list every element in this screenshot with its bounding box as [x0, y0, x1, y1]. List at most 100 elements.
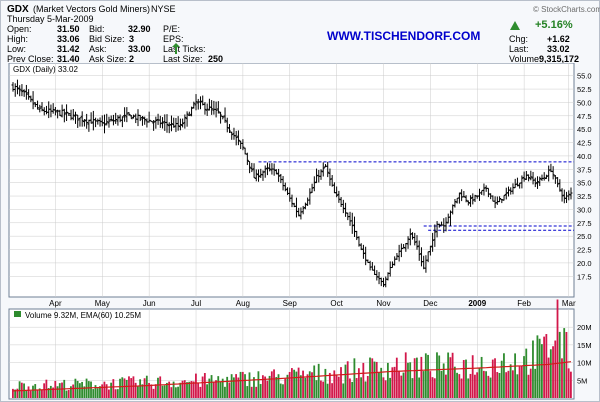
volume-bar — [389, 377, 392, 398]
volume-bar — [78, 383, 81, 398]
volume-bar — [27, 386, 30, 398]
volume-bar — [32, 385, 34, 398]
volume-bar — [125, 379, 128, 398]
volume-bar — [288, 371, 291, 398]
price-tick-label: 35.0 — [577, 179, 592, 188]
volume-bar — [163, 385, 166, 398]
volume-bar — [130, 378, 133, 398]
volume-bar — [217, 376, 220, 398]
prev-close-label: Prev Close: — [7, 54, 54, 64]
volume-bar — [467, 378, 470, 398]
volume-bar — [335, 374, 338, 398]
volume-bar — [14, 389, 17, 398]
volume-bar — [420, 356, 423, 398]
volume-bar — [49, 385, 52, 398]
volume-bar — [275, 377, 278, 398]
price-tick-label: 55.0 — [577, 72, 592, 81]
volume-bar — [384, 380, 387, 398]
price-tick-label: 47.5 — [577, 112, 592, 121]
volume-bar — [159, 376, 162, 398]
volume-bar — [96, 388, 99, 398]
volume-bar — [520, 365, 523, 398]
volume-bar — [353, 358, 356, 398]
volume-bar — [489, 377, 492, 398]
volume-bar — [188, 381, 191, 398]
x-tick-label: Jul — [191, 299, 201, 308]
volume-bar — [250, 386, 253, 398]
volume-bar — [485, 371, 487, 398]
brand-label: © StockCharts.com — [533, 5, 600, 14]
volume-tick-label: 10M — [577, 359, 592, 368]
volume-bar — [170, 387, 173, 398]
low-label: Low: — [7, 44, 27, 54]
volume-bar — [480, 356, 483, 398]
volume-bar — [230, 374, 233, 398]
volume-bar — [449, 357, 452, 398]
volume-bar — [145, 375, 148, 398]
volume-bar — [366, 375, 369, 398]
x-tick-label: Sep — [283, 299, 298, 308]
volume-bar — [534, 368, 537, 398]
volume-bar — [340, 367, 342, 398]
volume-bar — [248, 372, 251, 398]
price-tick-label: 45.0 — [577, 125, 592, 134]
ask-size-label: Ask Size: — [89, 54, 127, 64]
volume-bar — [360, 377, 362, 398]
x-tick-label: Nov — [376, 299, 390, 308]
volume-bar — [67, 389, 70, 398]
volume-bar — [346, 361, 349, 398]
volume-bar — [45, 379, 48, 398]
volume-bar — [398, 370, 400, 398]
volume-bar — [333, 370, 336, 398]
volume-bar — [139, 379, 142, 398]
volume-bar — [494, 358, 496, 398]
volume-bar — [422, 371, 425, 398]
price-tick-label: 50.0 — [577, 98, 592, 107]
volume-bar — [99, 386, 101, 398]
volume-bar — [424, 353, 427, 398]
volume-bar — [436, 352, 438, 398]
volume-bar — [460, 378, 463, 398]
volume-bar — [320, 380, 322, 398]
price-tick-label: 37.5 — [577, 165, 592, 174]
volume-bar — [221, 378, 224, 398]
volume-bar — [43, 383, 46, 398]
volume-bar — [433, 378, 436, 398]
volume-bar — [150, 384, 153, 398]
volume-bar — [313, 365, 316, 398]
volume-bar — [226, 376, 229, 398]
volume-bar — [552, 346, 554, 398]
volume-bar — [570, 371, 572, 398]
up-arrow-icon — [510, 21, 520, 30]
volume-bar — [527, 374, 530, 398]
volume-bar — [558, 331, 561, 398]
volume-bar — [344, 364, 347, 398]
volume-bar — [255, 386, 258, 398]
volume-bar — [415, 357, 418, 398]
volume-bar — [16, 388, 19, 398]
volume-bar — [465, 359, 467, 398]
x-tick-label: Mar — [562, 299, 576, 308]
volume-bar — [101, 384, 104, 398]
price-tick-label: 32.5 — [577, 192, 592, 201]
volume-bar — [152, 388, 155, 398]
volume-bar — [183, 380, 186, 398]
volume-bar — [306, 374, 309, 398]
volume-bar — [168, 381, 171, 398]
volume-tick-label: 20M — [577, 323, 592, 332]
volume-bar — [529, 368, 532, 398]
volume-bar — [244, 374, 246, 398]
price-tick-label: 17.5 — [577, 272, 592, 281]
volume-bar — [302, 370, 304, 398]
volume-bar — [174, 387, 177, 398]
volume-bar — [192, 381, 195, 398]
volume-bar — [380, 367, 383, 398]
volume-bar — [476, 372, 479, 398]
volume-bar — [311, 372, 313, 398]
volume-bar — [208, 378, 211, 398]
volume-bar — [471, 355, 474, 398]
volume-bar — [277, 374, 280, 398]
volume-bar — [235, 374, 237, 398]
volume-bar — [166, 382, 168, 398]
volume-bar — [482, 370, 485, 398]
